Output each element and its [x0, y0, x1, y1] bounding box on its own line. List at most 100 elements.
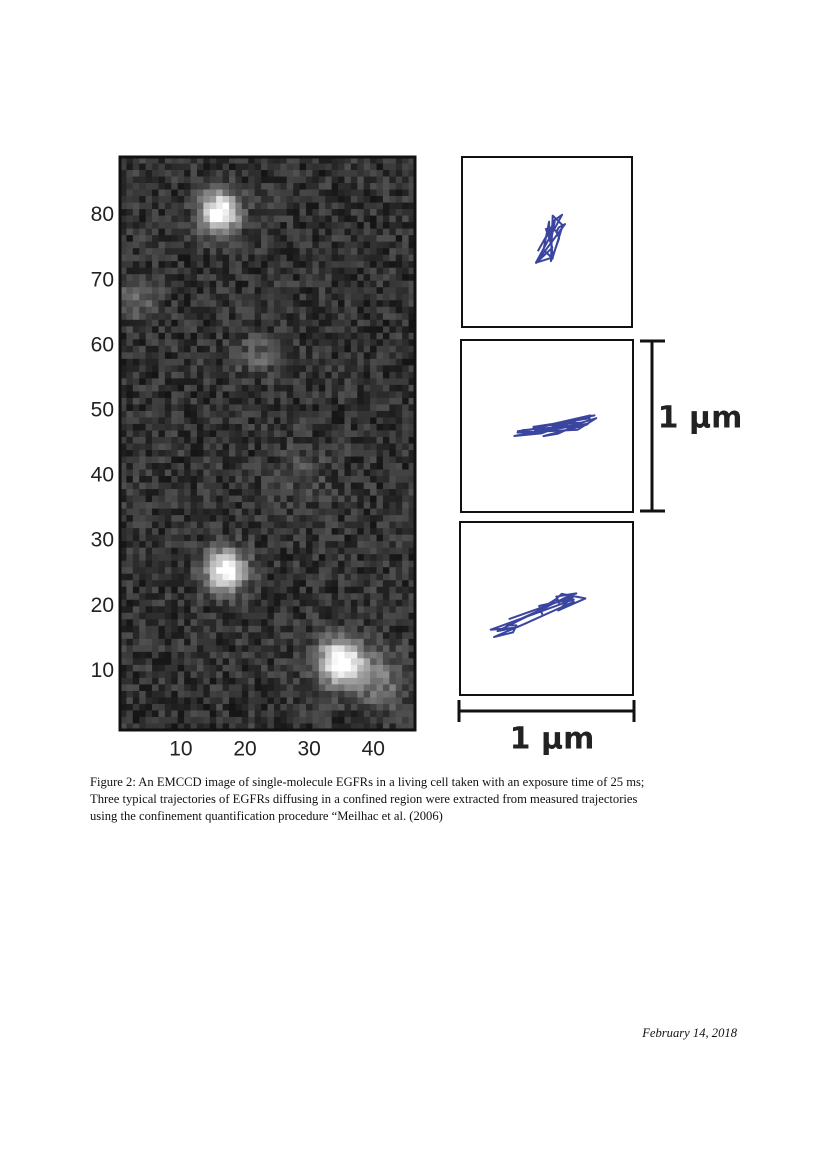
pixel [382, 671, 390, 679]
pixel [299, 189, 307, 197]
pixel [382, 280, 390, 288]
pixel [293, 254, 300, 262]
pixel [190, 651, 198, 659]
pixel [203, 241, 211, 249]
pixel [273, 450, 281, 457]
pixel [318, 515, 326, 523]
pixel [158, 423, 166, 431]
pixel [203, 469, 211, 477]
pixel [363, 456, 371, 464]
pixel [196, 664, 204, 672]
pixel [325, 306, 333, 314]
pixel [325, 658, 333, 666]
pixel [382, 183, 390, 190]
pixel [305, 651, 313, 659]
pixel [273, 254, 281, 262]
pixel [126, 423, 134, 431]
pixel [164, 313, 172, 321]
pixel [158, 443, 166, 451]
pixel [299, 697, 307, 705]
pixel [241, 489, 249, 496]
pixel [318, 521, 326, 529]
pixel [376, 690, 384, 698]
pixel [312, 521, 320, 529]
pixel [229, 209, 236, 217]
pixel [222, 697, 230, 705]
pixel [325, 710, 333, 718]
pixel [273, 573, 281, 581]
pixel [408, 599, 416, 607]
pixel [254, 716, 262, 724]
pixel [318, 456, 326, 464]
pixel [350, 573, 358, 581]
pixel [145, 606, 153, 614]
pixel [318, 319, 326, 327]
pixel [318, 450, 326, 457]
pixel [305, 697, 313, 705]
pixel [325, 189, 333, 197]
pixel [338, 241, 345, 249]
pixel [229, 593, 236, 601]
pixel [350, 176, 358, 184]
pixel [305, 508, 313, 516]
pixel [152, 580, 159, 588]
pixel [177, 593, 185, 601]
pixel [331, 593, 339, 601]
pixel [286, 495, 294, 503]
pixel [196, 684, 204, 692]
pixel [190, 606, 198, 614]
pixel [216, 384, 224, 392]
pixel [299, 463, 307, 470]
pixel [152, 677, 159, 685]
pixel [152, 157, 159, 164]
pixel [382, 619, 390, 627]
pixel [325, 222, 333, 230]
pixel [120, 716, 127, 724]
pixel [389, 671, 397, 679]
pixel [222, 287, 230, 295]
pixel [363, 397, 371, 405]
pixel [350, 384, 358, 392]
pixel [190, 671, 198, 679]
pixel [312, 723, 320, 731]
pixel [177, 541, 185, 549]
pixel [273, 378, 281, 386]
pixel [171, 287, 179, 295]
pixel [177, 606, 185, 614]
pixel [325, 345, 333, 353]
pixel [299, 664, 307, 672]
pixel [293, 345, 300, 353]
pixel [248, 508, 256, 516]
pixel [216, 267, 224, 275]
pixel [299, 274, 307, 282]
pixel [254, 664, 262, 672]
pixel [177, 684, 185, 692]
pixel [203, 502, 211, 510]
pixel [261, 371, 268, 379]
pixel [190, 287, 198, 295]
pixel [196, 463, 204, 470]
pixel [222, 248, 230, 256]
pixel [248, 358, 256, 366]
pixel [248, 235, 256, 243]
pixel [132, 293, 140, 301]
pixel [389, 391, 397, 399]
pixel [241, 267, 249, 275]
pixel [376, 638, 384, 646]
pixel [203, 645, 211, 653]
pixel [184, 534, 191, 542]
pixel [273, 326, 281, 334]
pixel [229, 625, 236, 633]
pixel [235, 274, 243, 282]
pixel [280, 332, 288, 340]
pixel [164, 293, 172, 301]
pixel [376, 157, 384, 164]
pixel [389, 157, 397, 164]
pixel [196, 560, 204, 568]
pixel [273, 430, 281, 438]
pixel [325, 215, 333, 223]
pixel [203, 508, 211, 516]
pixel [389, 345, 397, 353]
pixel [209, 358, 217, 366]
pixel [357, 339, 365, 347]
